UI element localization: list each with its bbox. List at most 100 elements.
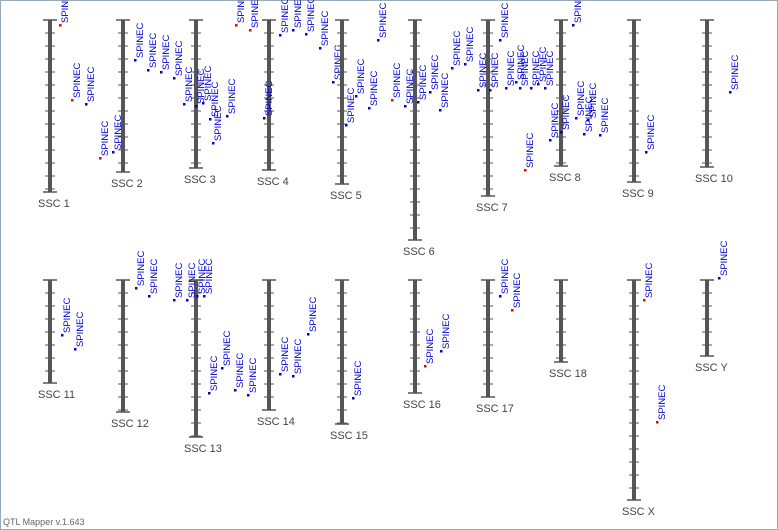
marker-label: SPINEC — [209, 355, 220, 391]
marker-dot — [499, 39, 502, 42]
marker-dot — [147, 69, 150, 72]
chromosome-name: SSC 8 — [549, 172, 581, 184]
marker-dot — [575, 117, 578, 120]
marker-label: SPINEC — [356, 58, 367, 94]
marker-label: SPINEC — [369, 70, 380, 106]
marker-dot — [319, 47, 322, 50]
marker-dot — [489, 89, 492, 92]
marker-label: SPINEC — [346, 87, 357, 123]
chromosome-name: SSC 2 — [111, 178, 143, 190]
marker-label: SPINEC — [392, 62, 403, 98]
footer: QTL Mapper v.1.643 — [3, 517, 85, 527]
marker-label: SPINEC — [516, 44, 527, 80]
marker-label: SPINEC — [293, 0, 304, 28]
marker-label: SPINEC — [512, 272, 523, 308]
marker-dot — [544, 87, 547, 90]
marker-label: SPINEC — [280, 336, 291, 372]
marker-dot — [537, 83, 540, 86]
marker-dot — [332, 81, 335, 84]
marker-dot — [292, 375, 295, 378]
marker-dot — [515, 81, 518, 84]
marker-label: SPINEC — [227, 78, 238, 114]
marker-dot — [439, 109, 442, 112]
marker-label: SPINEC — [425, 328, 436, 364]
marker-dot — [505, 87, 508, 90]
marker-label: SPINEC — [490, 52, 501, 88]
marker-label: SPINEC — [86, 66, 97, 102]
marker-dot — [404, 105, 407, 108]
marker-label: SPINEC — [452, 30, 463, 66]
marker-label: SPINEC — [588, 82, 599, 118]
marker-dot — [249, 29, 252, 32]
marker-label: SPINEC — [600, 97, 611, 133]
chromosome-name: SSC 4 — [257, 176, 289, 188]
marker-dot — [209, 118, 212, 121]
marker-label: SPINEC — [60, 0, 71, 23]
marker-label: SPINEC — [441, 313, 452, 349]
marker-dot — [307, 333, 310, 336]
marker-dot — [530, 87, 533, 90]
marker-dot — [499, 295, 502, 298]
marker-dot — [451, 67, 454, 70]
marker-dot — [112, 151, 115, 154]
marker-label: SPINEC — [75, 311, 86, 347]
marker-dot — [587, 119, 590, 122]
marker-dot — [235, 24, 238, 27]
marker-label: SPINEC — [531, 50, 542, 86]
marker-label: SPINEC — [235, 352, 246, 388]
marker-dot — [208, 392, 211, 395]
marker-label: SPINEC — [204, 258, 215, 294]
marker-dot — [345, 124, 348, 127]
marker-dot — [203, 295, 206, 298]
marker-dot — [196, 295, 199, 298]
marker-label: SPINEC — [353, 360, 364, 396]
marker-label: SPINEC — [196, 68, 207, 104]
marker-label: SPINEC — [730, 54, 741, 90]
marker-dot — [391, 99, 394, 102]
marker-dot — [417, 101, 420, 104]
chromosome-name: SSC 11 — [38, 389, 75, 401]
marker-dot — [377, 39, 380, 42]
marker-dot — [524, 169, 527, 172]
marker-label: SPINEC — [293, 338, 304, 374]
marker-dot — [202, 102, 205, 105]
chromosome-name: SSC 3 — [184, 174, 216, 186]
marker-label: SPINEC — [561, 94, 572, 130]
marker-dot — [645, 151, 648, 154]
marker-label: SPINEC — [184, 66, 195, 102]
chromosome-name: SSC 10 — [695, 173, 733, 185]
marker-label: SPINEC — [320, 10, 331, 46]
marker-dot — [718, 277, 721, 280]
marker-dot — [221, 367, 224, 370]
marker-label: SPINEC — [440, 72, 451, 108]
marker-dot — [160, 71, 163, 74]
marker-dot — [226, 115, 229, 118]
marker-dot — [643, 299, 646, 302]
marker-dot — [355, 95, 358, 98]
marker-dot — [195, 105, 198, 108]
marker-label: SPINEC — [213, 105, 224, 141]
marker-dot — [477, 89, 480, 92]
marker-dot — [212, 142, 215, 145]
marker-label: SPINEC — [210, 81, 221, 117]
marker-dot — [71, 99, 74, 102]
marker-label: SPINEC — [538, 46, 549, 82]
marker-dot — [173, 77, 176, 80]
marker-label: SPINEC — [248, 357, 259, 393]
marker-label: SPINEC — [264, 80, 275, 116]
marker-dot — [234, 389, 237, 392]
marker-label: SPINEC — [148, 32, 159, 68]
marker-label: SPINEC — [418, 64, 429, 100]
marker-dot — [247, 394, 250, 397]
marker-label: SPINEC — [657, 384, 668, 420]
chromosome-name: SSC 15 — [330, 430, 368, 442]
marker-dot — [305, 33, 308, 36]
marker-dot — [134, 59, 137, 62]
marker-label: SPINEC — [161, 34, 172, 70]
marker-label: SPINEC — [203, 65, 214, 101]
marker-label: SPINEC — [308, 296, 319, 332]
marker-label: SPINEC — [525, 132, 536, 168]
marker-dot — [292, 29, 295, 32]
marker-dot — [186, 299, 189, 302]
